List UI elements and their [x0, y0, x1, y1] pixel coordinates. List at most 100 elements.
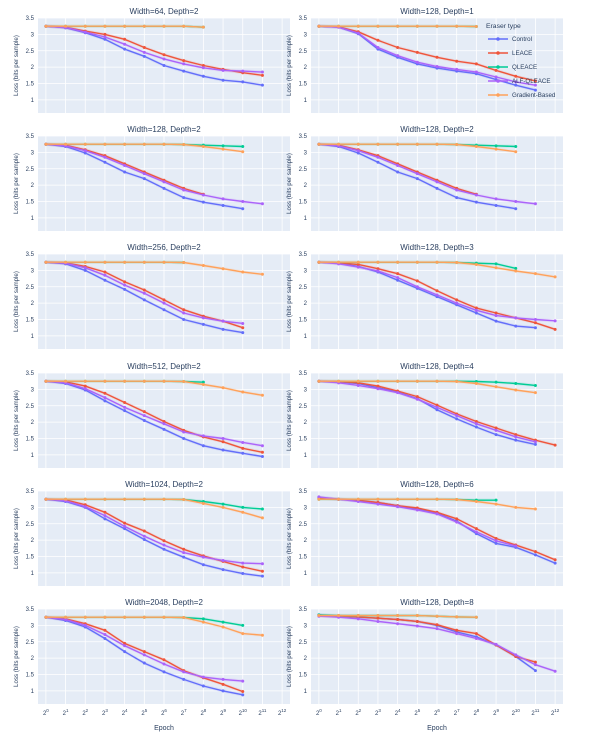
data-point-gradient-based [163, 261, 166, 264]
data-point-control [143, 298, 146, 301]
y-tick-label: 2.5 [26, 167, 35, 173]
data-point-alf-qleace [261, 71, 264, 74]
data-point-gradient-based [241, 511, 244, 514]
data-point-gradient-based [84, 498, 87, 501]
legend-swatch-marker [496, 79, 500, 83]
data-point-gradient-based [261, 516, 264, 519]
data-point-leace [396, 46, 399, 49]
y-tick-label: 3 [304, 505, 308, 511]
data-point-gradient-based [64, 261, 67, 264]
data-point-alf-qleace [396, 505, 399, 508]
data-point-alf-qleace [495, 314, 498, 317]
data-point-alf-qleace [241, 680, 244, 683]
data-point-control [182, 70, 185, 73]
y-axis-label: Loss (bits per sample) [13, 626, 20, 687]
data-point-leace [455, 298, 458, 301]
data-point-leace [241, 326, 244, 329]
data-point-qleace [495, 262, 498, 265]
data-point-alf-qleace [475, 193, 478, 196]
data-point-gradient-based [396, 143, 399, 146]
data-point-leace [554, 558, 557, 561]
data-point-gradient-based [436, 380, 439, 383]
chart-title: Width=128, Depth=2 [127, 125, 201, 134]
data-point-alf-qleace [84, 387, 87, 390]
legend-swatch-marker [496, 51, 500, 55]
data-point-alf-qleace [376, 270, 379, 273]
data-point-gradient-based [222, 148, 225, 151]
data-point-gradient-based [396, 25, 399, 28]
data-point-gradient-based [357, 25, 360, 28]
data-point-gradient-based [337, 261, 340, 264]
data-point-gradient-based [222, 267, 225, 270]
data-point-qleace [241, 145, 244, 148]
data-point-qleace [222, 503, 225, 506]
data-point-leace [416, 51, 419, 54]
data-point-alf-qleace [163, 57, 166, 60]
data-point-gradient-based [103, 25, 106, 28]
x-tick-label: 212 [551, 708, 560, 717]
data-point-control [123, 288, 126, 291]
data-point-alf-qleace [261, 202, 264, 205]
data-point-alf-qleace [396, 391, 399, 394]
data-point-gradient-based [44, 261, 47, 264]
data-point-control [163, 64, 166, 67]
y-tick-label: 1 [31, 689, 35, 695]
data-point-gradient-based [84, 380, 87, 383]
data-point-alf-qleace [103, 36, 106, 39]
data-point-alf-qleace [357, 149, 360, 152]
data-point-gradient-based [222, 506, 225, 509]
data-point-alf-qleace [455, 521, 458, 524]
y-tick-label: 2 [31, 656, 35, 662]
data-point-leace [475, 632, 478, 635]
data-point-gradient-based [495, 503, 498, 506]
x-tick-label: 20 [43, 708, 49, 717]
data-point-leace [416, 620, 419, 623]
data-point-alf-qleace [182, 62, 185, 65]
data-point-control [222, 568, 225, 571]
data-point-alf-qleace [416, 625, 419, 628]
data-point-gradient-based [84, 261, 87, 264]
data-point-alf-qleace [475, 309, 478, 312]
y-tick-label: 1 [304, 571, 308, 577]
data-point-alf-qleace [261, 444, 264, 447]
data-point-alf-qleace [143, 172, 146, 175]
data-point-leace [396, 272, 399, 275]
data-point-leace [436, 623, 439, 626]
data-point-alf-qleace [396, 54, 399, 57]
y-axis-label: Loss (bits per sample) [286, 271, 293, 332]
data-point-alf-qleace [495, 429, 498, 432]
data-point-gradient-based [241, 391, 244, 394]
y-axis-label: Loss (bits per sample) [286, 508, 293, 569]
data-point-gradient-based [475, 263, 478, 266]
x-tick-label: 211 [258, 708, 267, 717]
data-point-gradient-based [455, 615, 458, 618]
chart-title: Width=128, Depth=6 [400, 480, 474, 489]
data-point-alf-qleace [357, 266, 360, 269]
data-point-gradient-based [396, 498, 399, 501]
chart-title: Width=64, Depth=2 [130, 7, 199, 16]
data-point-control [202, 444, 205, 447]
data-point-control [143, 55, 146, 58]
data-point-gradient-based [202, 621, 205, 624]
data-point-leace [143, 650, 146, 653]
data-point-gradient-based [514, 270, 517, 273]
x-tick-label: 210 [239, 708, 248, 717]
data-point-alf-qleace [163, 544, 166, 547]
data-point-leace [103, 271, 106, 274]
data-point-alf-qleace [554, 670, 557, 673]
y-axis-label: Loss (bits per sample) [13, 153, 20, 214]
data-point-control [534, 553, 537, 556]
data-point-control [222, 689, 225, 692]
y-tick-label: 1.5 [299, 200, 308, 206]
y-tick-label: 3 [31, 505, 35, 511]
data-point-control [241, 207, 244, 210]
data-point-alf-qleace [376, 156, 379, 159]
y-tick-label: 1.5 [26, 200, 35, 206]
data-point-gradient-based [317, 614, 320, 617]
x-axis-title: Epoch [154, 725, 174, 732]
